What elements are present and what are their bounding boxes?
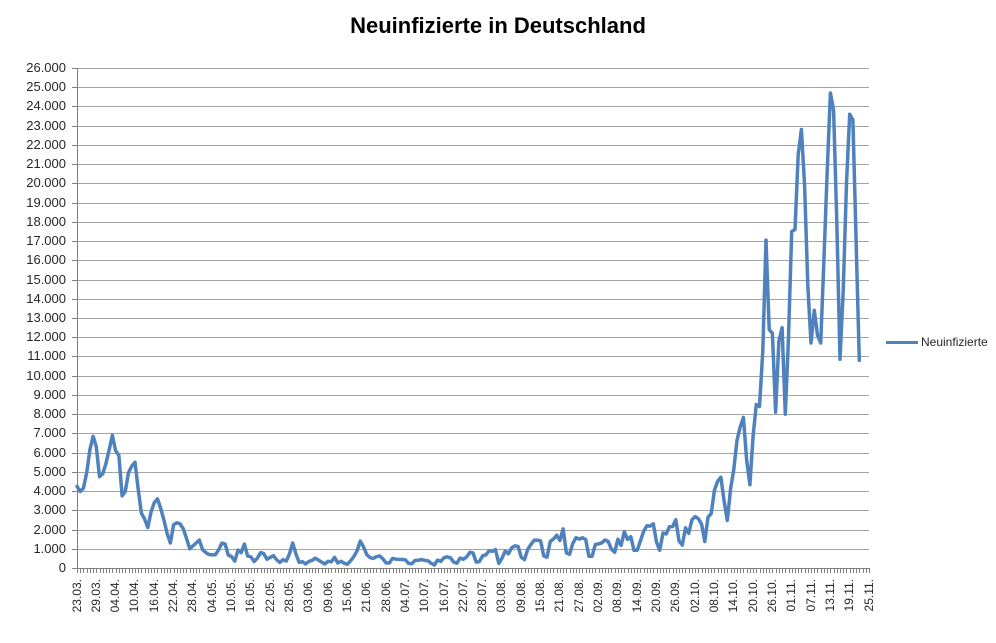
x-axis-label: 14.10. — [726, 579, 741, 613]
x-axis-label: 22.04. — [166, 579, 181, 613]
y-axis-label: 7.000 — [33, 425, 66, 441]
x-axis-label: 07.11. — [803, 579, 818, 612]
x-axis-label: 14.09. — [629, 579, 644, 613]
y-axis-label: 24.000 — [26, 98, 66, 114]
y-axis-label: 20.000 — [26, 175, 66, 191]
x-axis-label: 19.11. — [842, 579, 857, 612]
x-axis-label: 04.04. — [108, 579, 123, 613]
legend-series-label: Neuinfizierte — [921, 335, 988, 349]
y-axis-label: 10.000 — [26, 367, 66, 383]
y-axis-label: 6.000 — [33, 444, 66, 460]
x-axis-label: 15.08. — [533, 579, 548, 613]
legend: Neuinfizierte — [886, 335, 988, 349]
y-axis-label: 22.000 — [26, 136, 66, 152]
x-axis-label: 16.04. — [146, 579, 161, 613]
y-axis-label: 5.000 — [33, 463, 66, 479]
y-axis-label: 18.000 — [26, 213, 66, 229]
x-axis-label: 28.07. — [475, 579, 490, 613]
x-axis-label: 09.06. — [320, 579, 335, 613]
x-axis-label: 22.05. — [262, 579, 277, 613]
y-axis-label: 0 — [58, 560, 66, 575]
x-axis-label: 04.07. — [397, 579, 412, 613]
x-axis-label: 29.03. — [88, 579, 103, 613]
y-axis-label: 11.000 — [27, 348, 66, 364]
x-axis-label: 10.07. — [417, 579, 432, 613]
x-axis-label: 21.08. — [552, 579, 567, 613]
x-axis-label: 20.10. — [745, 579, 760, 613]
y-axis-label: 19.000 — [26, 194, 66, 210]
x-axis-label: 10.04. — [127, 579, 142, 613]
y-axis-label: 26.000 — [26, 60, 66, 75]
y-axis-label: 15.000 — [26, 271, 66, 287]
x-axis-label: 01.11. — [784, 579, 799, 612]
x-axis-label: 03.08. — [494, 579, 509, 613]
y-axis-label: 16.000 — [26, 252, 66, 268]
x-axis-label: 20.09. — [649, 579, 663, 613]
legend-line-sample-icon — [886, 340, 918, 344]
x-axis-label: 16.05. — [243, 579, 258, 613]
x-axis-label: 13.11. — [822, 579, 837, 612]
x-axis-label: 28.06. — [378, 579, 393, 613]
x-axis-label: 15.06. — [339, 579, 354, 613]
x-axis-label: 25.11. — [861, 579, 876, 612]
y-axis-label: 21.000 — [26, 156, 66, 172]
y-axis-label: 13.000 — [26, 310, 66, 325]
y-axis-label: 14.000 — [26, 290, 66, 306]
x-axis-label: 26.09. — [668, 579, 683, 613]
y-axis-label: 1.000 — [33, 540, 66, 556]
x-axis-label: 22.07. — [455, 579, 470, 613]
y-axis-label: 8.000 — [33, 406, 66, 422]
series-line-neuinfizierte — [75, 91, 862, 567]
x-axis-label: 26.10. — [764, 579, 779, 613]
x-axis-label: 27.08. — [571, 579, 586, 613]
x-axis-label: 23.03. — [69, 579, 84, 613]
chart-title: Neuinfizierte in Deutschland — [350, 13, 646, 38]
x-axis-label: 02.09. — [591, 579, 606, 613]
x-axis-label: 16.07. — [436, 579, 451, 613]
x-axis-label: 08.09. — [610, 579, 625, 613]
x-axis-label: 04.05. — [204, 579, 219, 613]
y-axis-label: 3.000 — [33, 502, 66, 518]
y-axis-label: 2.000 — [33, 521, 66, 537]
y-axis-label: 12.000 — [26, 329, 66, 345]
x-axis-label: 02.10. — [687, 579, 702, 613]
x-axis-label: 28.04. — [185, 579, 200, 613]
y-axis-label: 4.000 — [33, 483, 66, 499]
x-axis-label: 09.08. — [513, 579, 528, 613]
y-axis-label: 25.000 — [26, 79, 66, 95]
x-axis-label: 28.05. — [281, 579, 296, 613]
x-axis-label: 08.10. — [706, 579, 721, 613]
y-axis-label: 9.000 — [33, 386, 66, 402]
x-axis-label: 10.05. — [224, 579, 239, 613]
x-axis-label: 21.06. — [359, 579, 374, 613]
y-axis-label: 17.000 — [26, 233, 66, 249]
y-axis-label: 23.000 — [26, 117, 66, 133]
x-axis-label: 03.06. — [301, 579, 316, 613]
